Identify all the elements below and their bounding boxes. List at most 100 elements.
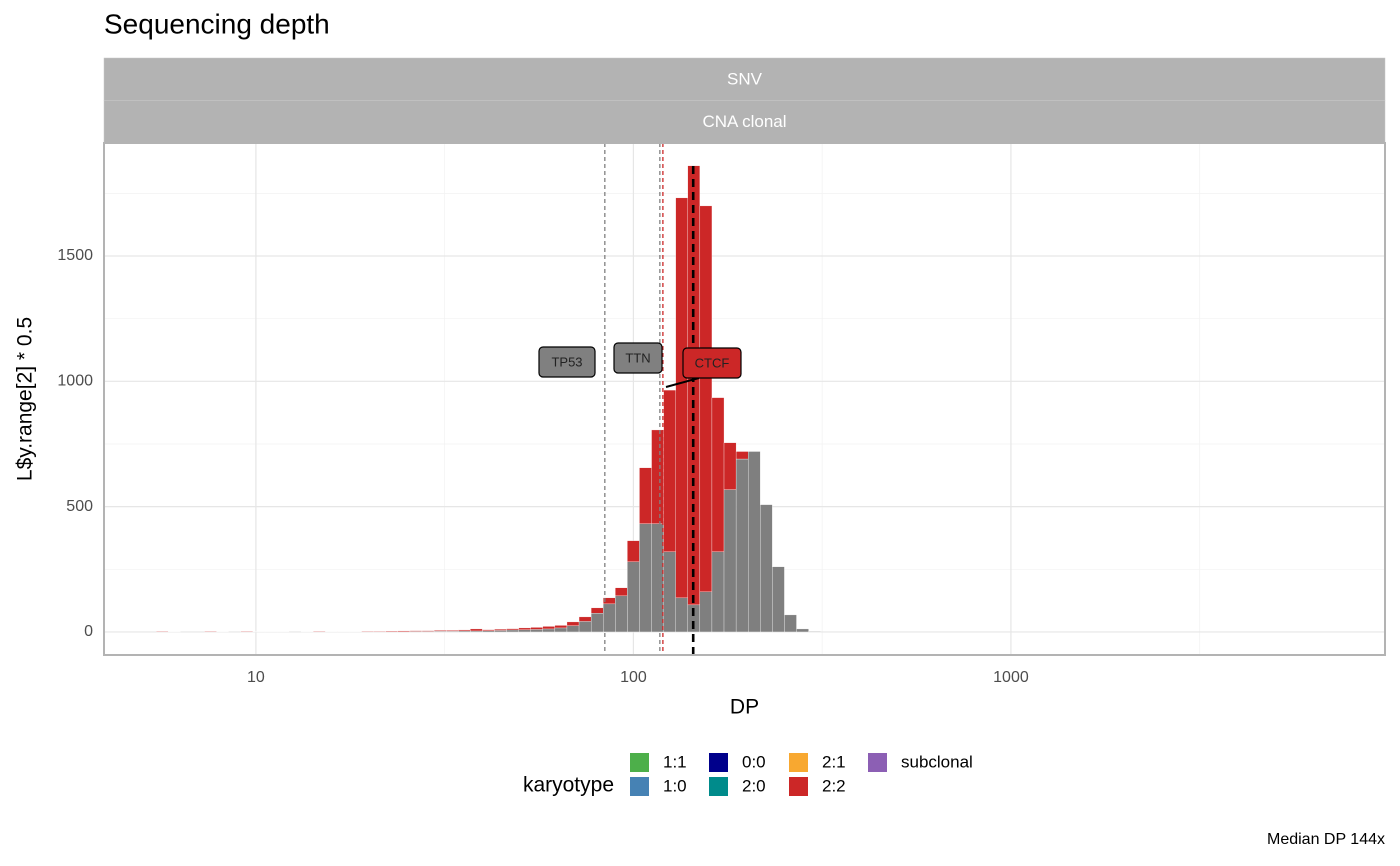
bar (530, 627, 543, 630)
bar (760, 504, 773, 633)
bar (663, 551, 676, 633)
bar (735, 451, 749, 460)
bar (615, 587, 628, 597)
bar (590, 612, 604, 633)
bar (458, 630, 471, 633)
legend-swatch (630, 777, 649, 796)
label-box (613, 342, 663, 374)
bar (409, 630, 423, 632)
bar (590, 607, 604, 614)
bar (566, 625, 580, 633)
label-box (538, 346, 596, 378)
facet-label: SNV (727, 69, 763, 88)
chart-title: Sequencing depth (104, 8, 330, 39)
bar (566, 621, 580, 626)
bar (554, 625, 568, 629)
bar (554, 627, 568, 633)
bar (651, 523, 664, 633)
legend-label: subclonal (901, 752, 973, 771)
legend-label: 2:2 (822, 776, 846, 795)
bar (542, 628, 556, 633)
bar (530, 629, 543, 633)
bar (615, 595, 628, 633)
x-tick-label: 10 (247, 669, 265, 686)
facet-strip (103, 100, 1386, 144)
label-box (682, 347, 742, 379)
bar (506, 628, 519, 631)
bar (663, 389, 676, 552)
bar (446, 630, 459, 632)
bar (433, 630, 447, 632)
bar (578, 616, 592, 622)
bar (542, 626, 556, 630)
bar (313, 631, 326, 633)
y-tick-label: 500 (66, 498, 93, 515)
bar (470, 630, 483, 633)
y-axis-title: L$y.range[2] * 0.5 (14, 317, 37, 481)
bar (518, 627, 531, 630)
facet-label: CNA clonal (702, 112, 786, 131)
legend-label: 2:1 (822, 752, 846, 771)
bar (639, 523, 652, 633)
bar (494, 630, 507, 633)
bar (699, 591, 713, 633)
bar (796, 628, 809, 633)
bar (627, 561, 640, 633)
bar (735, 458, 749, 633)
bar (784, 614, 797, 633)
legend-title: karyotype (523, 774, 614, 797)
bar (772, 566, 785, 633)
label-text: TTN (625, 350, 650, 365)
bar (675, 597, 688, 633)
legend-label: 2:0 (742, 776, 766, 795)
bar (711, 397, 725, 552)
legend-swatch (789, 753, 808, 772)
bar (482, 630, 495, 633)
legend-swatch (709, 777, 728, 796)
label-pointer (665, 377, 700, 388)
bar (361, 631, 374, 633)
panel-border (103, 142, 1386, 656)
y-tick-label: 1000 (57, 373, 93, 390)
bar (675, 197, 688, 599)
legend-label: 1:0 (663, 776, 687, 795)
legend-label: 1:1 (663, 752, 687, 771)
bar (373, 631, 386, 633)
legend-swatch (630, 753, 649, 772)
bar (482, 629, 495, 631)
label-text: CTCF (695, 355, 730, 370)
bar (639, 467, 652, 524)
facet-strip (103, 57, 1386, 101)
legend-swatch (709, 753, 728, 772)
bar (494, 629, 507, 631)
x-tick-label: 100 (620, 669, 647, 686)
bar (204, 631, 217, 633)
bar (458, 629, 471, 632)
bar (470, 628, 483, 632)
bar (723, 442, 737, 490)
bar (808, 631, 821, 633)
bar (723, 489, 737, 633)
bar (578, 621, 592, 633)
bar (240, 631, 254, 633)
y-tick-label: 1500 (57, 247, 93, 264)
y-tick-label: 0 (84, 623, 93, 640)
bar (518, 629, 531, 633)
bar (421, 630, 435, 632)
bar (397, 630, 411, 632)
bar (156, 631, 169, 633)
x-tick-label: 1000 (993, 669, 1029, 686)
label-text: TP53 (551, 354, 582, 369)
bar (506, 629, 519, 633)
bar (627, 540, 640, 562)
bar (711, 551, 725, 633)
legend-swatch (868, 753, 887, 772)
legend-swatch (789, 777, 808, 796)
bar (651, 429, 664, 524)
bar (699, 205, 713, 592)
bar (748, 451, 761, 633)
x-axis-title: DP (730, 696, 759, 719)
legend-label: 0:0 (742, 752, 766, 771)
